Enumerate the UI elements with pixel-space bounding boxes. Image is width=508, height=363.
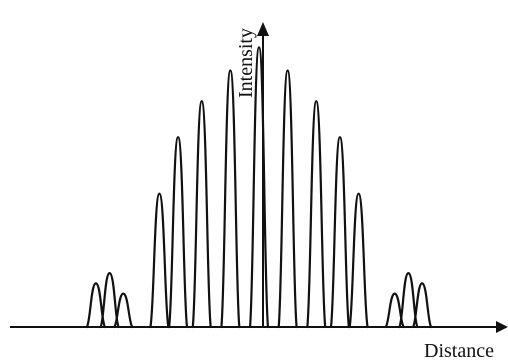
- x-axis-arrow: [496, 321, 508, 333]
- intensity-peak-4: [149, 192, 170, 329]
- intensity-peak-12: [348, 192, 369, 329]
- intensity-peak-7: [220, 69, 241, 329]
- intensity-curve: [85, 46, 433, 329]
- x-axis-label: Distance: [424, 340, 494, 362]
- intensity-peak-8: [248, 46, 270, 329]
- y-axis-arrow: [257, 22, 269, 36]
- intensity-peak-3: [113, 292, 134, 329]
- intensity-peak-15: [412, 282, 433, 329]
- intensity-peak-6: [191, 100, 212, 329]
- y-axis-label: Intensity: [235, 28, 257, 98]
- intensity-peak-14: [398, 272, 419, 329]
- intensity-peak-10: [306, 100, 327, 329]
- intensity-peak-11: [329, 136, 350, 329]
- intensity-peak-9: [277, 69, 298, 329]
- intensity-peak-5: [168, 136, 189, 329]
- intensity-peak-2: [99, 272, 120, 329]
